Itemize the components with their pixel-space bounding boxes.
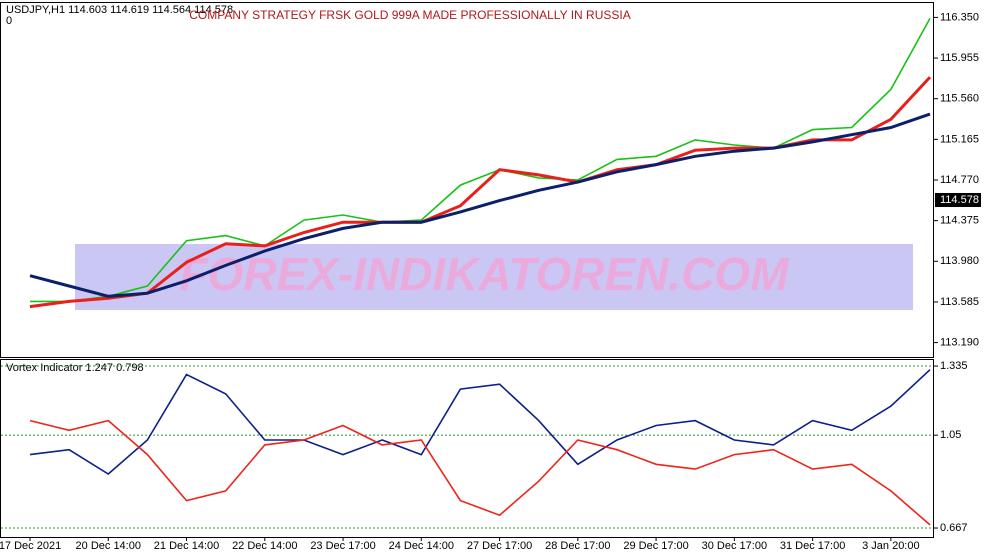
y-tick-label: 1.335 <box>940 360 968 372</box>
y-tick-label: 1.05 <box>940 429 961 441</box>
zero-label: 0 <box>6 15 12 27</box>
series-line <box>30 18 931 303</box>
strategy-title: COMPANY STRATEGY FRSK GOLD 999A MADE PRO… <box>189 8 630 22</box>
y-tick-label: 113.585 <box>940 296 979 308</box>
symbol-info: USDJPY,H1 114.603 114.619 114.564 114.57… <box>6 4 233 16</box>
x-tick-label: 22 Dec 14:00 <box>232 540 297 552</box>
x-tick-label: 20 Dec 14:00 <box>76 540 141 552</box>
x-tick-label: 29 Dec 17:00 <box>623 540 688 552</box>
x-tick-label: 24 Dec 14:00 <box>389 540 454 552</box>
y-tick-label: 115.165 <box>940 133 979 145</box>
y-tick-label: 113.190 <box>940 336 979 348</box>
y-tick-label: 114.770 <box>940 174 979 186</box>
y-tick-label: 114.375 <box>940 215 979 227</box>
x-tick-label: 3 Jan 20:00 <box>862 540 920 552</box>
watermark-band <box>75 244 913 310</box>
watermark: FOREX-INDIKATOREN.COM <box>179 248 790 300</box>
x-tick-label: 28 Dec 17:00 <box>545 540 610 552</box>
x-tick-label: 27 Dec 17:00 <box>467 540 532 552</box>
price-tag: 114.578 <box>940 194 979 206</box>
series-line <box>29 369 931 475</box>
price-tag-box <box>935 193 981 207</box>
series-line <box>29 112 931 298</box>
x-tick-label: 23 Dec 17:00 <box>310 540 375 552</box>
series-line <box>29 419 931 526</box>
indicator-title: Vortex Indicator 1.247 0.798 <box>6 362 144 374</box>
x-tick-label: 31 Dec 17:00 <box>780 540 845 552</box>
x-tick-label: 21 Dec 14:00 <box>154 540 219 552</box>
x-tick-label: 30 Dec 17:00 <box>702 540 767 552</box>
y-tick-label: 116.350 <box>940 11 979 23</box>
indicator-panel <box>0 359 934 538</box>
y-tick-label: 115.955 <box>940 52 979 64</box>
y-tick-label: 0.667 <box>940 522 968 534</box>
y-tick-label: 115.560 <box>940 93 979 105</box>
y-tick-label: 113.980 <box>940 255 979 267</box>
x-tick-label: 17 Dec 2021 <box>0 540 61 552</box>
